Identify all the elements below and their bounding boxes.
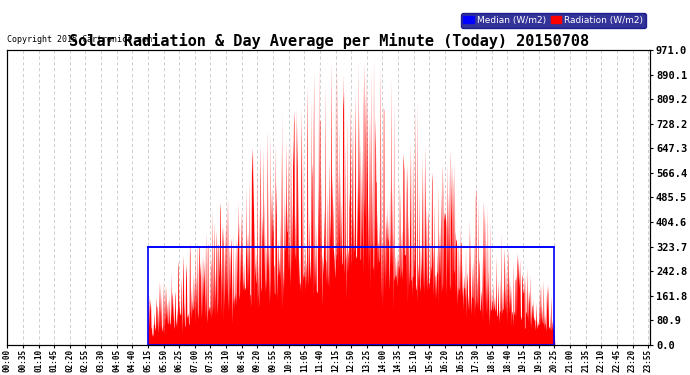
Title: Solar Radiation & Day Average per Minute (Today) 20150708: Solar Radiation & Day Average per Minute… — [69, 33, 589, 49]
Text: Copyright 2015 Cartronics.com: Copyright 2015 Cartronics.com — [8, 35, 152, 44]
Legend: Median (W/m2), Radiation (W/m2): Median (W/m2), Radiation (W/m2) — [461, 13, 646, 28]
Bar — [148, 247, 554, 345]
